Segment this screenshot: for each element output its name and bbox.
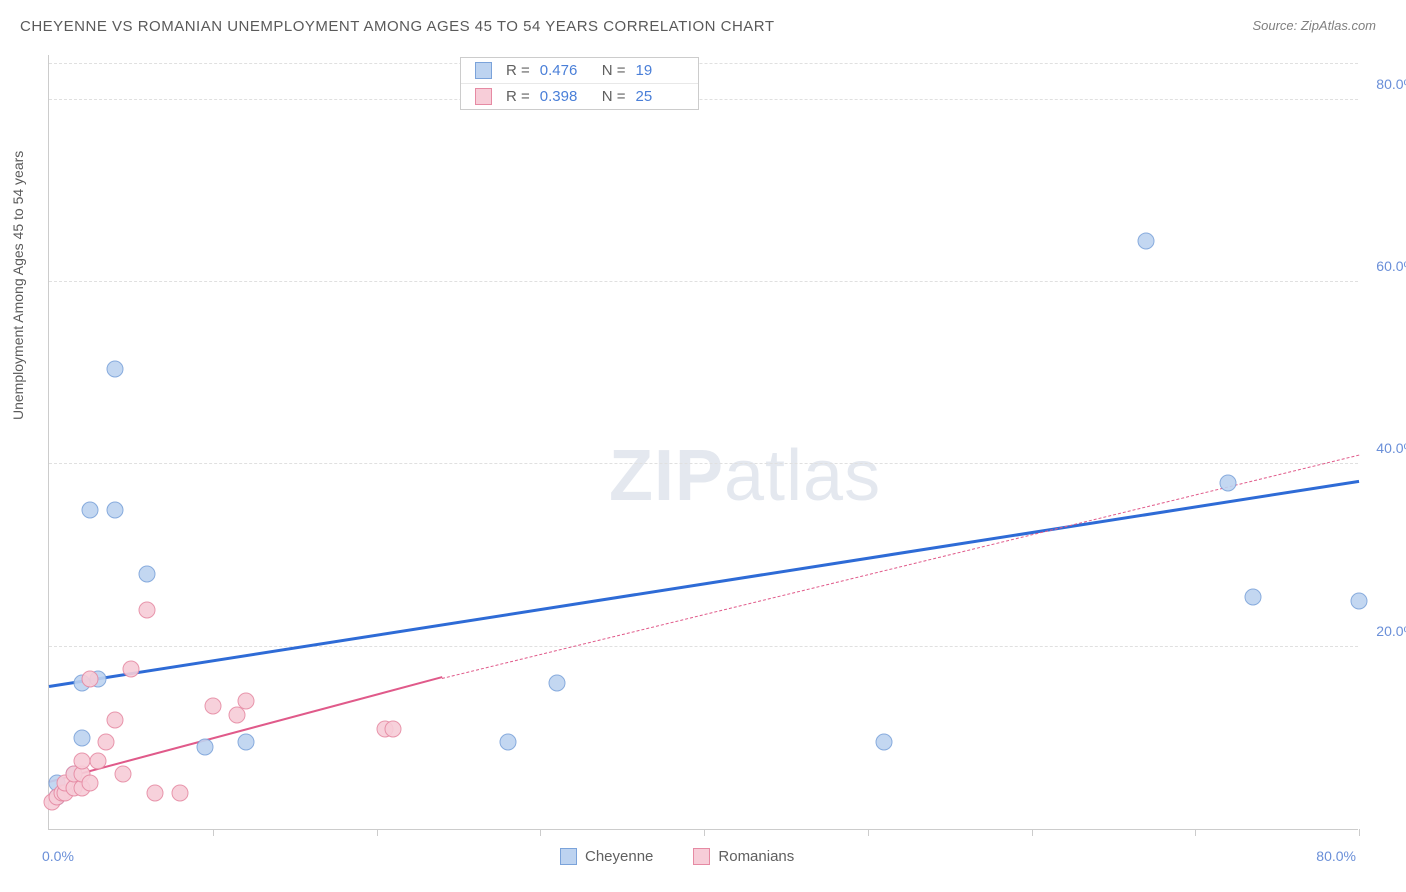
y-tick-label: 60.0% xyxy=(1376,258,1406,274)
data-point-cheyenne xyxy=(106,360,123,377)
data-point-romanians xyxy=(237,693,254,710)
gridline xyxy=(49,99,1358,100)
stats-row-cheyenne: R = 0.476 N = 19 xyxy=(461,58,698,83)
data-point-cheyenne xyxy=(237,734,254,751)
trend-line xyxy=(49,480,1359,688)
swatch-romanians xyxy=(475,88,492,105)
data-point-cheyenne xyxy=(499,734,516,751)
watermark-light: atlas xyxy=(724,436,881,516)
x-tick xyxy=(540,829,541,836)
data-point-romanians xyxy=(81,775,98,792)
n-value-cheyenne: 19 xyxy=(636,62,684,79)
bottom-legend: Cheyenne Romanians xyxy=(560,848,794,865)
plot-area: ZIPatlas 20.0%40.0%60.0%80.0% xyxy=(48,55,1358,830)
watermark-bold: ZIP xyxy=(609,436,724,516)
x-tick xyxy=(1195,829,1196,836)
x-origin-label: 0.0% xyxy=(42,848,74,864)
watermark: ZIPatlas xyxy=(609,435,881,517)
data-point-romanians xyxy=(81,670,98,687)
chart-title: CHEYENNE VS ROMANIAN UNEMPLOYMENT AMONG … xyxy=(20,18,775,35)
n-label: N = xyxy=(602,62,626,79)
data-point-cheyenne xyxy=(73,729,90,746)
data-point-romanians xyxy=(98,734,115,751)
data-point-cheyenne xyxy=(1220,474,1237,491)
data-point-romanians xyxy=(73,752,90,769)
stats-legend: R = 0.476 N = 19 R = 0.398 N = 25 xyxy=(460,57,699,110)
legend-label-cheyenne: Cheyenne xyxy=(585,848,653,865)
gridline xyxy=(49,281,1358,282)
swatch-cheyenne xyxy=(475,62,492,79)
n-label: N = xyxy=(602,88,626,105)
gridline xyxy=(49,463,1358,464)
data-point-romanians xyxy=(147,784,164,801)
x-tick xyxy=(704,829,705,836)
data-point-romanians xyxy=(139,602,156,619)
data-point-romanians xyxy=(172,784,189,801)
legend-item-romanians: Romanians xyxy=(693,848,794,865)
gridline xyxy=(49,63,1358,64)
y-tick-label: 40.0% xyxy=(1376,440,1406,456)
data-point-cheyenne xyxy=(1138,232,1155,249)
r-value-cheyenne: 0.476 xyxy=(540,62,588,79)
data-point-romanians xyxy=(90,752,107,769)
x-tick xyxy=(868,829,869,836)
data-point-cheyenne xyxy=(106,501,123,518)
data-point-romanians xyxy=(122,661,139,678)
chart-container: CHEYENNE VS ROMANIAN UNEMPLOYMENT AMONG … xyxy=(0,0,1406,892)
data-point-romanians xyxy=(204,697,221,714)
data-point-cheyenne xyxy=(1351,593,1368,610)
legend-label-romanians: Romanians xyxy=(718,848,794,865)
data-point-cheyenne xyxy=(1244,588,1261,605)
y-axis-label: Unemployment Among Ages 45 to 54 years xyxy=(10,151,26,420)
data-point-romanians xyxy=(114,766,131,783)
swatch-romanians xyxy=(693,848,710,865)
data-point-cheyenne xyxy=(139,565,156,582)
x-tick xyxy=(1032,829,1033,836)
r-label: R = xyxy=(506,62,530,79)
data-point-cheyenne xyxy=(548,675,565,692)
source-attribution: Source: ZipAtlas.com xyxy=(1252,18,1376,33)
r-value-romanians: 0.398 xyxy=(540,88,588,105)
x-tick xyxy=(213,829,214,836)
y-tick-label: 20.0% xyxy=(1376,623,1406,639)
data-point-romanians xyxy=(106,711,123,728)
gridline xyxy=(49,646,1358,647)
data-point-cheyenne xyxy=(196,738,213,755)
legend-item-cheyenne: Cheyenne xyxy=(560,848,653,865)
n-value-romanians: 25 xyxy=(636,88,684,105)
x-tick xyxy=(377,829,378,836)
data-point-romanians xyxy=(384,720,401,737)
x-max-label: 80.0% xyxy=(1316,848,1356,864)
r-label: R = xyxy=(506,88,530,105)
swatch-cheyenne xyxy=(560,848,577,865)
data-point-cheyenne xyxy=(876,734,893,751)
stats-row-romanians: R = 0.398 N = 25 xyxy=(461,83,698,109)
x-tick xyxy=(1359,829,1360,836)
y-tick-label: 80.0% xyxy=(1376,76,1406,92)
data-point-cheyenne xyxy=(81,501,98,518)
